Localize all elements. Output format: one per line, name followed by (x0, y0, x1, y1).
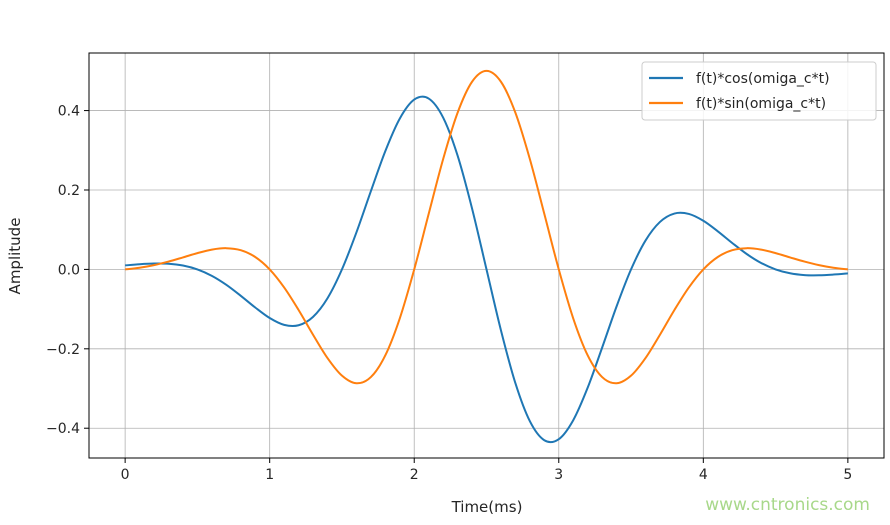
y-tick-label: 0.0 (58, 262, 80, 278)
y-tick-label: −0.2 (46, 342, 80, 358)
x-tick-label: 0 (121, 467, 130, 483)
series-line-cos (125, 95, 848, 444)
x-tick-label: 1 (265, 467, 274, 483)
x-tick-label: 4 (699, 467, 708, 483)
legend-box (641, 61, 877, 121)
series-line-sin (125, 69, 848, 385)
y-tick-label: 0.4 (58, 104, 80, 120)
x-tick-label: 2 (410, 467, 419, 483)
watermark: www.cntronics.com (705, 495, 870, 515)
plot-frame (88, 52, 885, 459)
legend: f(t)*cos(omiga_c*t) f(t)*sin(omiga_c*t) (641, 61, 877, 121)
x-tick-label: 5 (843, 467, 852, 483)
legend-label-cos: f(t)*cos(omiga_c*t) (696, 71, 830, 87)
y-axis-label: Amplitude (6, 218, 24, 295)
x-tick-label: 3 (554, 467, 563, 483)
y-tick-label: −0.4 (46, 421, 80, 437)
legend-label-sin: f(t)*sin(omiga_c*t) (696, 96, 826, 112)
y-tick-label: 0.2 (58, 183, 80, 199)
series-lines (125, 69, 848, 444)
x-axis-label: Time(ms) (451, 498, 523, 516)
axis-ticks: 0 1 2 3 4 5 −0.4 −0.2 0.0 0.2 0.4 (46, 104, 852, 483)
